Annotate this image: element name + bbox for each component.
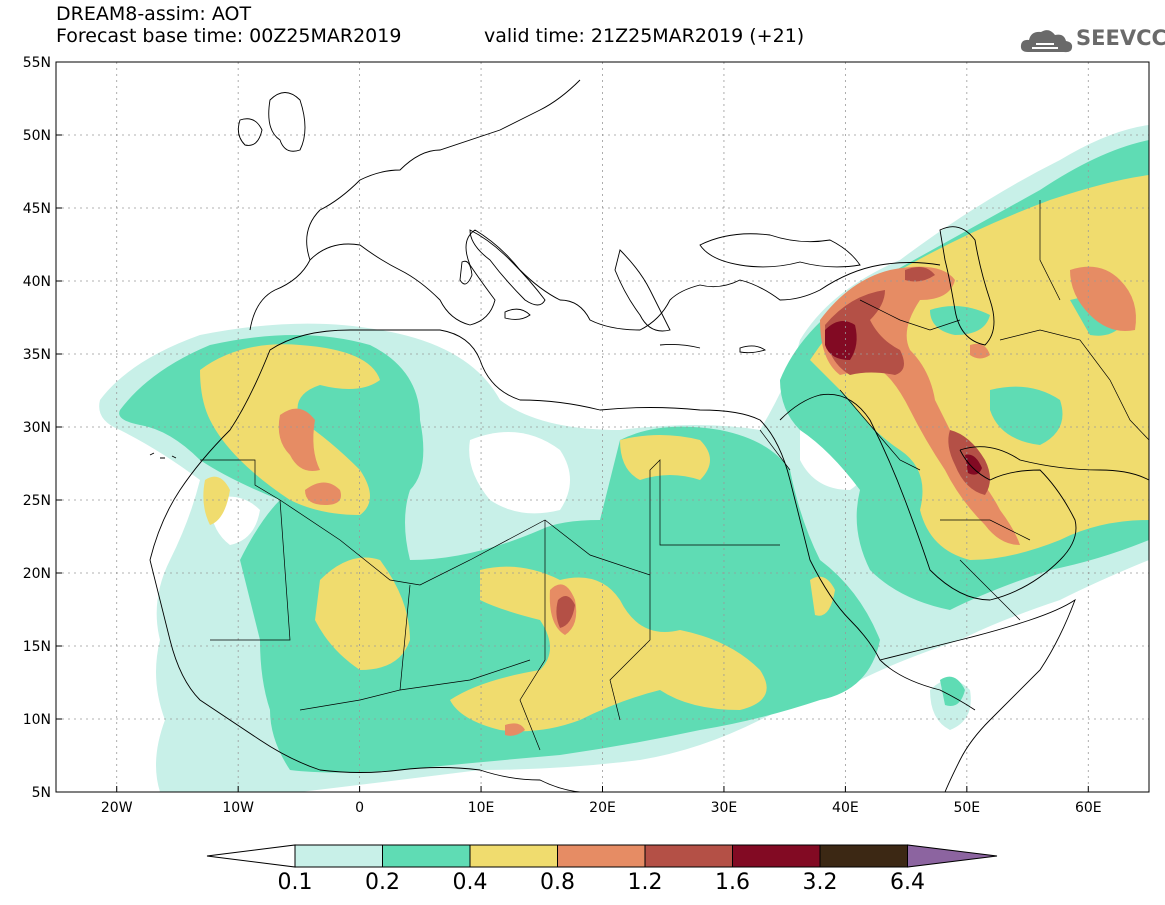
europe-north-coast bbox=[306, 79, 581, 261]
coastlines-and-borders bbox=[149, 79, 1149, 792]
longitude-tick-label: 0 bbox=[355, 800, 364, 816]
colorbar-label: 0.2 bbox=[365, 870, 400, 895]
latitude-tick-label: 35N bbox=[23, 347, 51, 363]
longitude-axis: 20W 10W 0 10E 20E 30E 40E 50E 60E bbox=[101, 786, 1102, 816]
arabia-coast bbox=[779, 393, 1077, 601]
longitude-tick-label: 20W bbox=[101, 800, 133, 816]
colorbar-segment bbox=[644, 844, 733, 868]
colorbar-label: 0.1 bbox=[277, 870, 313, 895]
crete bbox=[659, 343, 701, 349]
latitude-tick-label: 10N bbox=[23, 712, 51, 728]
longitude-tick-label: 20E bbox=[589, 800, 616, 816]
colorbar-segment bbox=[294, 844, 383, 868]
colorbar-segment bbox=[732, 844, 821, 868]
cyprus bbox=[739, 345, 767, 354]
cloud-icon bbox=[1020, 30, 1073, 53]
aot-level-1.6 bbox=[825, 321, 982, 475]
latitude-tick-label: 25N bbox=[23, 493, 51, 509]
latitude-tick-label: 50N bbox=[23, 128, 51, 144]
forecast-base-time: Forecast base time: 00Z25MAR2019 bbox=[56, 25, 402, 47]
longitude-tick-label: 60E bbox=[1075, 800, 1102, 816]
africa-coast bbox=[149, 329, 976, 711]
black-sea bbox=[699, 233, 861, 268]
colorbar-label: 1.6 bbox=[715, 870, 750, 895]
colorbar-segment bbox=[819, 844, 908, 868]
latitude-tick-label: 20N bbox=[23, 566, 51, 582]
latitude-tick-label: 5N bbox=[32, 785, 51, 801]
west-africa-coast bbox=[149, 559, 581, 792]
colorbar-over-triangle bbox=[907, 844, 998, 868]
seevccc-logo: SEEVCCC bbox=[1018, 24, 1165, 58]
colorbar-label: 0.8 bbox=[540, 870, 575, 895]
colorbar bbox=[206, 844, 998, 868]
latitude-tick-label: 30N bbox=[23, 420, 51, 436]
canary-islands bbox=[149, 452, 177, 459]
longitude-tick-label: 10W bbox=[222, 800, 254, 816]
greece bbox=[614, 249, 671, 332]
colorbar-label: 6.4 bbox=[890, 870, 925, 895]
longitude-tick-label: 10E bbox=[468, 800, 495, 816]
sardinia bbox=[459, 260, 473, 285]
horn-of-africa bbox=[879, 598, 1076, 792]
colorbar-segment bbox=[469, 844, 558, 868]
colorbar-label: 1.2 bbox=[627, 870, 663, 895]
colorbar-label: 0.4 bbox=[452, 870, 488, 895]
latitude-tick-label: 15N bbox=[23, 639, 51, 655]
graticule bbox=[56, 62, 1149, 792]
colorbar-label: 3.2 bbox=[802, 870, 838, 895]
map-title: DREAM8-assim: AOT bbox=[56, 3, 252, 25]
sicily bbox=[504, 308, 531, 320]
aot-field bbox=[99, 125, 1149, 792]
latitude-tick-label: 45N bbox=[23, 201, 51, 217]
colorbar-under-triangle bbox=[206, 844, 296, 868]
caspian-sea bbox=[939, 226, 995, 346]
latitude-tick-label: 40N bbox=[23, 274, 51, 290]
latitude-axis: 55N 50N 45N 40N 35N 30N 25N 20N 15N 10N 5N bbox=[23, 55, 62, 801]
colorbar-segment bbox=[557, 844, 646, 868]
ireland bbox=[237, 118, 263, 146]
iran-coast bbox=[959, 446, 1149, 481]
longitude-tick-label: 40E bbox=[832, 800, 859, 816]
british-isles bbox=[268, 92, 306, 152]
longitude-tick-label: 30E bbox=[711, 800, 738, 816]
borders bbox=[200, 200, 1149, 751]
longitude-tick-label: 50E bbox=[953, 800, 980, 816]
italy bbox=[469, 229, 546, 306]
latitude-tick-label: 55N bbox=[23, 55, 51, 71]
logo-text: SEEVCCC bbox=[1076, 26, 1165, 50]
valid-time: valid time: 21Z25MAR2019 (+21) bbox=[484, 25, 805, 47]
colorbar-segment bbox=[382, 844, 471, 868]
